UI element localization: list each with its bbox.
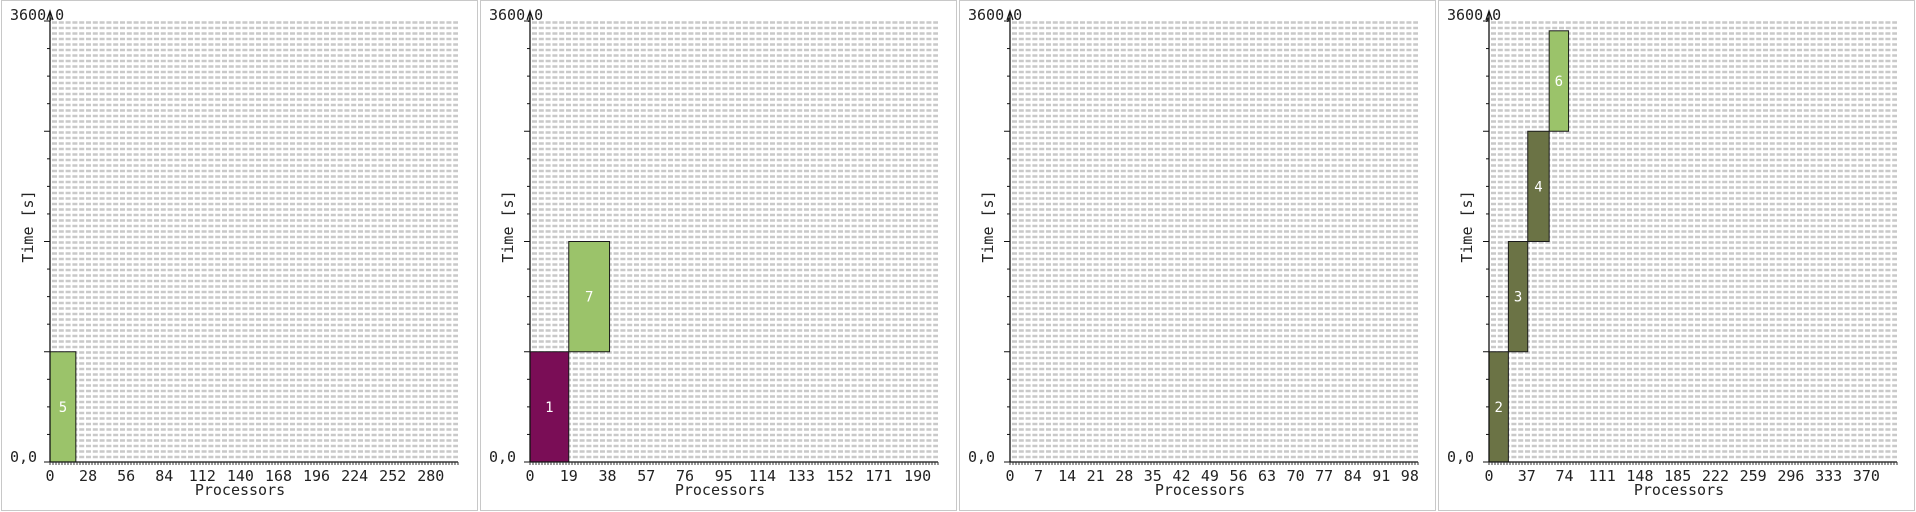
x-tick-label: 222 [1702, 467, 1729, 485]
x-tick-label: 74 [1555, 467, 1573, 485]
x-tick-label: 168 [265, 467, 292, 485]
x-tick-label: 98 [1401, 467, 1419, 485]
x-tick-label: 140 [227, 467, 254, 485]
job-7-label: 7 [585, 290, 593, 306]
x-tick-label: 70 [1287, 467, 1305, 485]
x-tick-label: 38 [598, 467, 616, 485]
x-tick-label: 28 [1115, 467, 1133, 485]
x-tick-label: 28 [79, 467, 97, 485]
panel-frame [959, 0, 1436, 511]
axes: 0 19 38 57 76 95 114 133 152 171 190 3600,0 0,0 Proce… [489, 6, 939, 499]
x-tick-label: 91 [1372, 467, 1390, 485]
x-axis-label: Processors [675, 481, 765, 499]
y-axis-label: Time [s] [499, 190, 517, 262]
x-axis-label: Processors [1634, 481, 1724, 499]
x-tick-label: 333 [1815, 467, 1842, 485]
x-tick-label: 76 [676, 467, 694, 485]
y-axis-label: Time [s] [1458, 190, 1476, 262]
y-min-label: 0,0 [968, 448, 995, 466]
x-tick-label: 0 [1005, 467, 1014, 485]
x-tick-label: 114 [749, 467, 776, 485]
y-axis-arrow [1485, 9, 1493, 21]
x-tick-label: 77 [1315, 467, 1333, 485]
x-tick-label: 252 [379, 467, 406, 485]
panel-frame [1, 0, 478, 511]
x-tick-label: 152 [827, 467, 854, 485]
x-tick-label: 14 [1058, 467, 1076, 485]
job-7-bar [568, 241, 611, 353]
x-tick-label: 111 [1589, 467, 1616, 485]
axes: 0 7 14 21 28 35 42 49 56 63 70 77 84 91 98 3600,0 0,0 Pro… [968, 6, 1419, 499]
x-tick-label: 95 [715, 467, 733, 485]
job-3-label: 3 [1514, 290, 1522, 306]
x-tick-label: 42 [1172, 467, 1190, 485]
x-tick-label: 49 [1201, 467, 1219, 485]
y-min-label: 0,0 [489, 448, 516, 466]
x-tick-label: 224 [341, 467, 368, 485]
x-tick-label: 185 [1664, 467, 1691, 485]
x-tick-label: 0 [45, 467, 54, 485]
x-tick-label: 148 [1626, 467, 1653, 485]
axes: 0 28 56 84 112 140 168 196 224 252 280 3600,0 0,0 Pro… [10, 6, 459, 499]
x-tick-label: 0 [1484, 467, 1493, 485]
x-tick-label: 196 [303, 467, 330, 485]
y-max-label: 3600,0 [489, 6, 543, 24]
y-axis-arrow [46, 9, 54, 21]
job-1-label: 1 [545, 400, 553, 416]
x-tick-label: 63 [1258, 467, 1276, 485]
x-tick-label: 84 [155, 467, 173, 485]
job-6-bar [1548, 30, 1570, 132]
x-tick-label: 0 [525, 467, 534, 485]
chart-panel-1: 5 0 28 56 84 112 140 168 196 224 252 280 3600,0 0,0 Pr… [1, 0, 478, 511]
x-tick-label: 35 [1144, 467, 1162, 485]
job-2-label: 2 [1494, 400, 1502, 416]
y-min-label: 0,0 [1447, 448, 1474, 466]
x-tick-label: 280 [417, 467, 444, 485]
x-tick-label: 171 [865, 467, 892, 485]
y-axis-arrow [1006, 9, 1014, 21]
chart-panel-3: 0 7 14 21 28 35 42 49 56 63 70 77 84 91 98 3600,0 0,0 Pro… [959, 0, 1436, 511]
x-tick-label: 56 [1229, 467, 1247, 485]
job-4-label: 4 [1534, 179, 1542, 195]
jobs: 5 [49, 351, 77, 463]
job-3-bar [1507, 241, 1529, 353]
y-min-label: 0,0 [10, 448, 37, 466]
job-6-label: 6 [1555, 74, 1563, 90]
x-axis-label: Processors [195, 481, 285, 499]
jobs: 2 3 4 6 [1488, 30, 1570, 463]
x-tick-label: 296 [1777, 467, 1804, 485]
y-max-label: 3600,0 [10, 6, 64, 24]
job-5-bar [49, 351, 77, 463]
x-tick-label: 7 [1034, 467, 1043, 485]
x-tick-label: 190 [904, 467, 931, 485]
x-tick-label: 56 [117, 467, 135, 485]
x-axis-label: Processors [1155, 481, 1245, 499]
x-tick-label: 370 [1853, 467, 1880, 485]
job-4-bar [1527, 130, 1550, 242]
y-axis-label: Time [s] [19, 190, 37, 262]
x-tick-label: 112 [189, 467, 216, 485]
axes: 0 37 74 111 148 185 222 259 296 333 370 3600,0 0,0 Pr… [1447, 6, 1898, 499]
y-axis-arrow [526, 9, 534, 21]
y-max-label: 3600,0 [968, 6, 1022, 24]
y-axis-label: Time [s] [979, 190, 997, 262]
x-tick-label: 57 [637, 467, 655, 485]
chart-panel-2: 170 19 38 57 76 95 114 133 152 171 1903600,00,0Pro… [480, 0, 957, 511]
jobs: 17 [529, 241, 611, 463]
x-tick-label: 259 [1740, 467, 1767, 485]
x-tick-label: 19 [560, 467, 578, 485]
job-5-label: 5 [59, 400, 67, 416]
y-max-label: 3600,0 [1447, 6, 1501, 24]
x-tick-label: 21 [1087, 467, 1105, 485]
x-tick-label: 37 [1518, 467, 1536, 485]
x-tick-label: 133 [788, 467, 815, 485]
x-tick-label: 84 [1344, 467, 1362, 485]
